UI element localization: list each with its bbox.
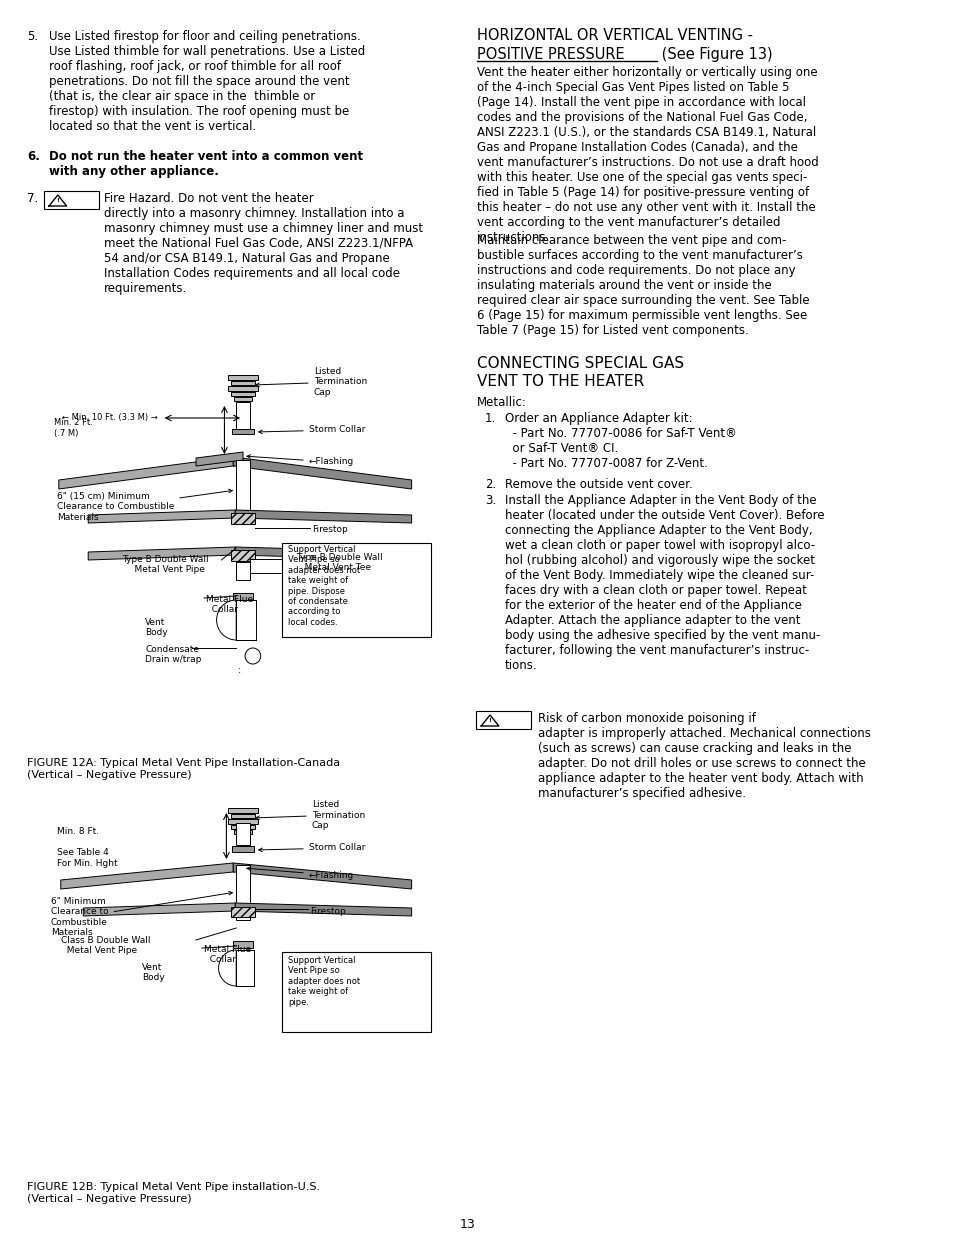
Text: Risk of carbon monoxide poisoning if
adapter is improperly attached. Mechanical : Risk of carbon monoxide poisoning if ada… <box>537 713 870 800</box>
Bar <box>236 950 253 986</box>
Text: Order an Appliance Adapter kit:
  - Part No. 77707-0086 for Saf-T Vent®
  or Saf: Order an Appliance Adapter kit: - Part N… <box>504 412 736 471</box>
Text: Listed
Termination
Cap: Listed Termination Cap <box>255 800 365 830</box>
Text: Metallic:: Metallic: <box>476 396 527 409</box>
Bar <box>231 550 254 561</box>
Text: FIGURE 12B: Typical Metal Vent Pipe installation-U.S.
(Vertical – Negative Press: FIGURE 12B: Typical Metal Vent Pipe inst… <box>28 1182 320 1204</box>
Bar <box>231 906 254 918</box>
FancyBboxPatch shape <box>282 952 431 1032</box>
Text: Metal Flue
  Collar: Metal Flue Collar <box>206 595 253 614</box>
Text: Type B Double Wall
    Metal Vent Pipe: Type B Double Wall Metal Vent Pipe <box>122 555 209 574</box>
Text: Maintain clearance between the vent pipe and com-
bustible surfaces according to: Maintain clearance between the vent pipe… <box>476 233 809 337</box>
Text: Storm Collar: Storm Collar <box>258 426 365 435</box>
Text: !: ! <box>56 199 59 204</box>
Text: Fire Hazard. Do not vent the heater
directly into a masonry chimney. Installatio: Fire Hazard. Do not vent the heater dire… <box>104 191 422 295</box>
Text: 5.: 5. <box>28 30 38 43</box>
Polygon shape <box>233 863 411 889</box>
Bar <box>231 814 254 818</box>
Text: Min. 2 Ft.
(.7 M): Min. 2 Ft. (.7 M) <box>54 419 92 437</box>
Bar <box>231 513 254 524</box>
Text: Do not run the heater vent into a common vent
with any other appliance.: Do not run the heater vent into a common… <box>49 149 363 178</box>
Text: POSITIVE PRESSURE: POSITIVE PRESSURE <box>476 47 624 62</box>
Polygon shape <box>235 547 411 559</box>
Polygon shape <box>233 457 411 489</box>
Text: !: ! <box>488 719 491 724</box>
Bar <box>228 375 257 380</box>
Bar <box>233 593 253 600</box>
Bar <box>228 387 257 391</box>
Polygon shape <box>195 452 243 466</box>
Text: Remove the outside vent cover.: Remove the outside vent cover. <box>504 478 692 492</box>
Bar <box>231 825 254 829</box>
Polygon shape <box>88 547 235 559</box>
Circle shape <box>245 648 260 664</box>
Bar <box>228 808 257 813</box>
Bar <box>232 429 253 433</box>
Text: HORIZONTAL OR VERTICAL VENTING -: HORIZONTAL OR VERTICAL VENTING - <box>476 28 753 43</box>
Bar <box>250 559 296 573</box>
Text: CONNECTING SPECIAL GAS: CONNECTING SPECIAL GAS <box>476 356 683 370</box>
Text: (See Figure 13): (See Figure 13) <box>656 47 772 62</box>
Polygon shape <box>59 457 233 489</box>
Text: Metal Flue
  Collar: Metal Flue Collar <box>204 945 251 965</box>
Text: Listed
Termination
Cap: Listed Termination Cap <box>255 367 367 396</box>
Polygon shape <box>235 510 411 522</box>
Bar <box>232 846 253 852</box>
Text: ← Min. 10 Ft. (3.3 M) →: ← Min. 10 Ft. (3.3 M) → <box>62 412 157 422</box>
Text: ←Flashing: ←Flashing <box>247 867 354 879</box>
Bar <box>236 562 250 580</box>
Text: Vent
Body: Vent Body <box>145 618 168 637</box>
FancyBboxPatch shape <box>44 191 99 209</box>
Text: 7.: 7. <box>28 191 39 205</box>
Text: Condensate
Drain w/trap: Condensate Drain w/trap <box>145 645 201 664</box>
Text: ←Flashing: ←Flashing <box>247 454 354 467</box>
Text: Vent the heater either horizontally or vertically using one
of the 4-inch Specia: Vent the heater either horizontally or v… <box>476 65 819 245</box>
Bar <box>231 382 254 385</box>
Text: Install the Appliance Adapter in the Vent Body of the
heater (located under the : Install the Appliance Adapter in the Ven… <box>504 494 823 672</box>
Wedge shape <box>218 950 236 986</box>
Bar <box>236 823 250 845</box>
Text: 13: 13 <box>459 1218 475 1231</box>
Polygon shape <box>61 863 233 889</box>
Text: Min. 8 Ft.: Min. 8 Ft. <box>57 827 99 836</box>
Text: Firestop: Firestop <box>310 906 345 915</box>
Bar <box>231 391 254 396</box>
Bar <box>228 819 257 824</box>
Text: VENT TO THE HEATER: VENT TO THE HEATER <box>476 374 644 389</box>
Text: 1.: 1. <box>485 412 496 425</box>
Text: :: : <box>238 664 241 676</box>
Text: 6.: 6. <box>28 149 40 163</box>
Text: 3.: 3. <box>485 494 496 508</box>
FancyBboxPatch shape <box>476 711 531 729</box>
Bar <box>234 830 252 834</box>
Text: Firestop: Firestop <box>312 526 347 535</box>
FancyBboxPatch shape <box>282 543 431 637</box>
Text: 2.: 2. <box>485 478 496 492</box>
Bar <box>233 941 253 948</box>
Text: 6" Minimum
Clearance to
Combustible
Materials: 6" Minimum Clearance to Combustible Mate… <box>51 892 233 937</box>
Bar <box>236 600 255 640</box>
Bar <box>236 403 250 430</box>
Polygon shape <box>83 903 235 916</box>
Bar <box>236 459 250 510</box>
Text: Storm Collar: Storm Collar <box>258 844 365 852</box>
Text: Support Vertical
Vent Pipe so
adapter does not
take weight of
pipe.: Support Vertical Vent Pipe so adapter do… <box>288 956 360 1007</box>
Bar <box>234 396 252 401</box>
Text: FIGURE 12A: Typical Metal Vent Pipe Installation-Canada
(Vertical – Negative Pre: FIGURE 12A: Typical Metal Vent Pipe Inst… <box>28 758 340 779</box>
Text: Type B Double Wall
   Metal Vent Tee: Type B Double Wall Metal Vent Tee <box>295 553 382 572</box>
Bar <box>236 864 250 920</box>
Wedge shape <box>216 600 236 640</box>
Text: Support Vertical
Vent Pipe so
adapter does not
take weight of
pipe. Dispose
of c: Support Vertical Vent Pipe so adapter do… <box>288 545 360 627</box>
Text: Vent
Body: Vent Body <box>142 963 165 982</box>
Text: Class B Double Wall
  Metal Vent Pipe: Class B Double Wall Metal Vent Pipe <box>61 936 151 956</box>
Polygon shape <box>88 510 235 522</box>
Text: See Table 4
For Min. Hght: See Table 4 For Min. Hght <box>57 848 117 868</box>
Polygon shape <box>235 903 411 916</box>
Text: Use Listed firestop for floor and ceiling penetrations.
Use Listed thimble for w: Use Listed firestop for floor and ceilin… <box>49 30 365 133</box>
Text: 6" (15 cm) Minimum
Clearance to Combustible
Materials: 6" (15 cm) Minimum Clearance to Combusti… <box>57 489 233 522</box>
